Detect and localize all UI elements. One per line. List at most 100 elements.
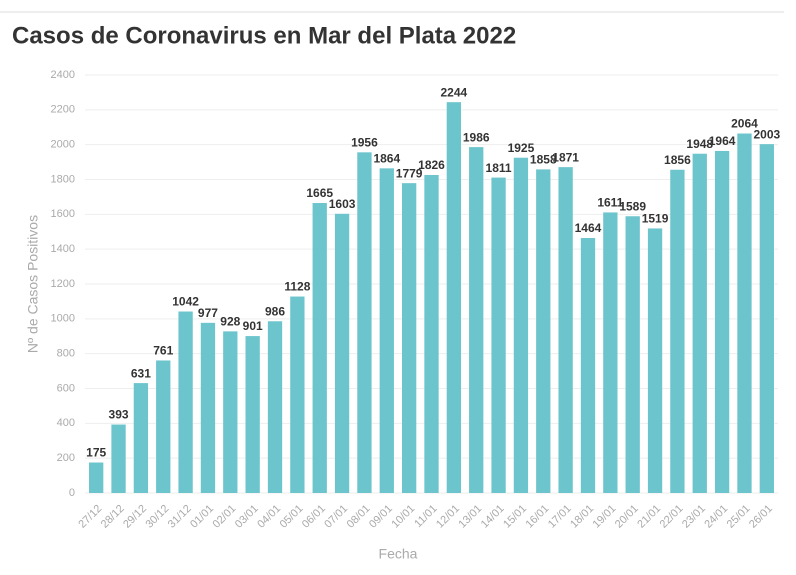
x-tick-label: 28/12 — [99, 503, 127, 531]
x-tick-label: 16/01 — [523, 503, 551, 531]
value-label: 1871 — [552, 150, 579, 164]
value-label: 1665 — [306, 186, 333, 200]
bar — [692, 153, 707, 493]
y-tick-label: 1600 — [51, 208, 75, 220]
chart-title: Casos de Coronavirus en Mar del Plata 20… — [12, 22, 516, 49]
bar — [580, 238, 596, 493]
bar — [223, 331, 238, 493]
x-tick-label: 06/01 — [300, 503, 328, 531]
x-tick-label: 30/12 — [143, 503, 171, 531]
bar — [245, 336, 260, 493]
x-tick-label: 07/01 — [322, 503, 350, 531]
x-tick-label: 24/01 — [702, 503, 730, 531]
bar — [737, 133, 752, 493]
x-tick-label: 19/01 — [591, 503, 619, 531]
value-label: 1964 — [709, 134, 736, 148]
bar — [334, 213, 350, 493]
value-label: 901 — [243, 319, 263, 333]
bar — [491, 177, 506, 493]
y-tick-label: 1400 — [51, 243, 75, 255]
bar — [446, 102, 462, 494]
y-tick-label: 400 — [57, 417, 75, 429]
x-tick-label: 02/01 — [211, 503, 239, 531]
bar — [312, 203, 327, 493]
value-label: 977 — [198, 306, 218, 320]
bar — [89, 462, 104, 493]
y-tick-label: 1800 — [51, 173, 75, 185]
bar — [379, 168, 394, 493]
x-tick-label: 03/01 — [233, 503, 261, 531]
bar — [714, 150, 730, 494]
value-label: 631 — [131, 366, 151, 380]
x-tick-label: 29/12 — [121, 503, 149, 531]
bar — [513, 157, 529, 493]
bar — [200, 322, 216, 493]
value-label: 1864 — [373, 152, 400, 166]
y-tick-label: 1200 — [51, 278, 75, 290]
y-tick-label: 1000 — [51, 313, 75, 325]
value-label: 1464 — [575, 221, 602, 235]
bar — [536, 169, 551, 494]
y-tick-label: 2400 — [51, 69, 75, 81]
x-tick-label: 25/01 — [725, 503, 753, 531]
bar — [267, 321, 283, 493]
bar — [357, 152, 372, 493]
bar — [558, 167, 573, 494]
value-label: 2064 — [731, 117, 758, 131]
value-label: 393 — [109, 408, 129, 422]
bar — [625, 216, 640, 494]
bar — [156, 360, 171, 493]
value-label: 986 — [265, 304, 285, 318]
value-label: 2244 — [441, 85, 468, 99]
y-tick-label: 2200 — [51, 104, 75, 116]
x-tick-label: 04/01 — [255, 503, 283, 531]
bar — [290, 296, 305, 493]
x-tick-label: 13/01 — [456, 503, 484, 531]
value-label: 175 — [86, 446, 106, 460]
x-tick-label: 09/01 — [367, 503, 395, 531]
x-tick-label: 08/01 — [345, 503, 373, 531]
bar — [647, 228, 663, 493]
x-tick-label: 01/01 — [188, 503, 216, 531]
value-label: 1128 — [284, 280, 310, 294]
x-tick-label: 23/01 — [680, 503, 708, 531]
value-label: 2003 — [753, 127, 780, 141]
y-axis-label: Nº de Casos Positivos — [25, 215, 41, 353]
x-tick-label: 20/01 — [613, 503, 641, 531]
y-tick-label: 0 — [69, 487, 75, 499]
value-label: 1925 — [508, 141, 535, 155]
x-tick-label: 15/01 — [501, 503, 529, 531]
value-label: 1948 — [686, 137, 713, 151]
bar — [401, 183, 417, 493]
value-label: 928 — [220, 315, 240, 329]
value-label: 761 — [153, 344, 173, 358]
value-label: 1779 — [396, 166, 423, 180]
y-tick-label: 2000 — [51, 139, 75, 151]
x-tick-label: 22/01 — [658, 503, 686, 531]
x-tick-label: 31/12 — [166, 503, 194, 531]
value-label: 1589 — [619, 199, 646, 213]
x-tick-label: 14/01 — [479, 503, 507, 531]
x-tick-label: 27/12 — [76, 503, 104, 531]
value-label: 1811 — [486, 161, 512, 175]
y-tick-label: 200 — [57, 452, 75, 464]
x-tick-label: 26/01 — [747, 503, 775, 531]
bar — [424, 174, 439, 493]
value-label: 1603 — [329, 197, 356, 211]
x-tick-label: 17/01 — [546, 503, 574, 531]
x-axis-label: Fecha — [379, 546, 418, 562]
x-tick-label: 11/01 — [412, 503, 439, 530]
value-label: 1826 — [418, 158, 445, 172]
value-label: 1611 — [597, 196, 623, 210]
value-label: 1858 — [530, 153, 557, 167]
value-label: 1986 — [463, 130, 490, 144]
bar — [670, 169, 685, 493]
bar — [133, 383, 149, 493]
x-tick-label: 21/01 — [635, 503, 663, 531]
bar — [111, 424, 126, 493]
value-label: 1956 — [351, 136, 378, 150]
x-tick-label: 18/01 — [568, 503, 596, 531]
bar — [603, 212, 618, 494]
value-label: 1042 — [172, 295, 199, 309]
